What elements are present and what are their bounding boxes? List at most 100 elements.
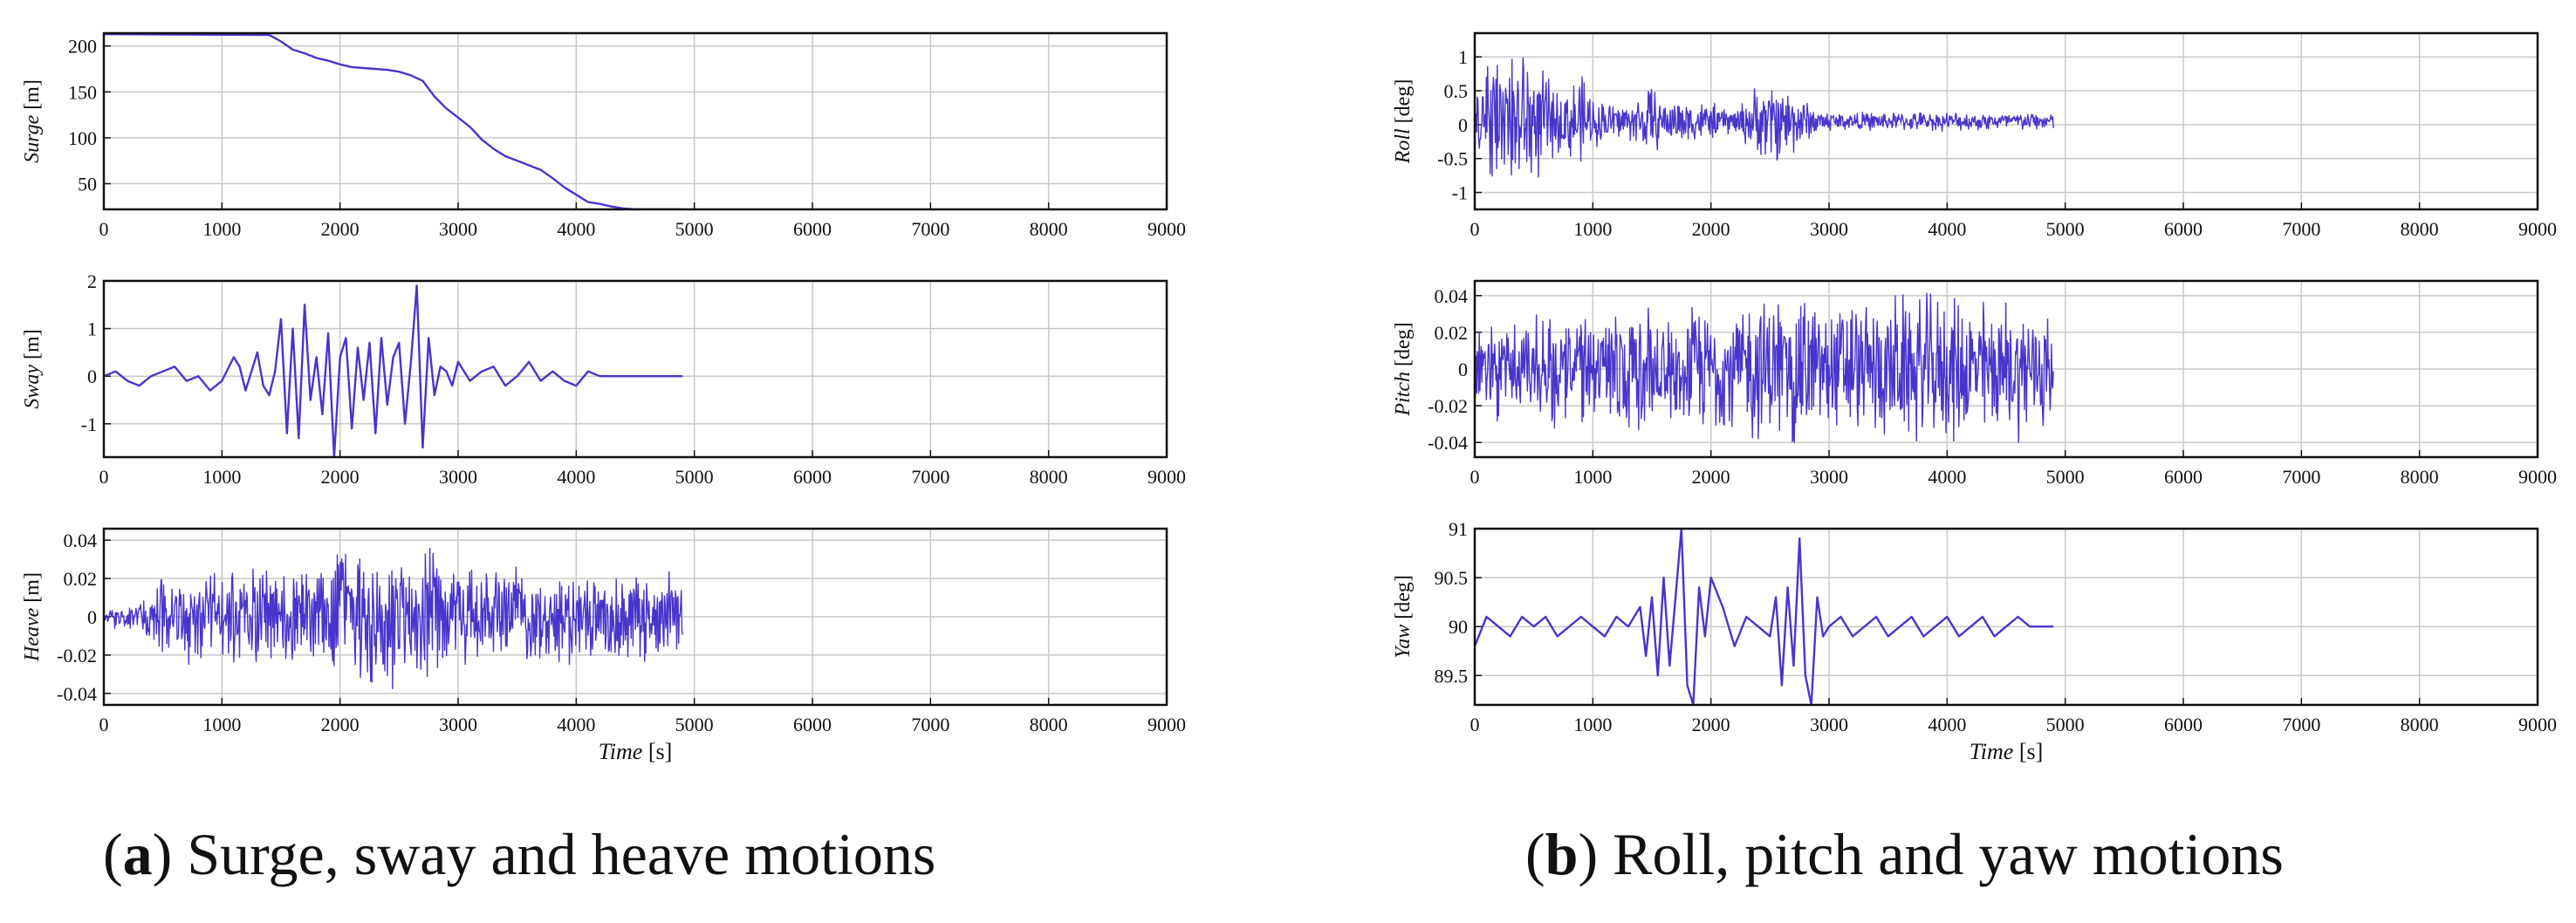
x-axis-label-unit: [s] <box>2019 739 2043 764</box>
x-tick-label: 4000 <box>1928 218 1966 240</box>
x-tick-label: 4000 <box>557 714 595 735</box>
x-tick-label: 0 <box>99 218 109 240</box>
x-tick-label: 8000 <box>1030 714 1068 735</box>
x-tick-label: 0 <box>1470 466 1480 488</box>
y-axis-label: Yaw [deg] <box>1392 575 1415 659</box>
chart-a3: 0 1000 2000 3000 4000 5000 6000 7000 8000 9000 -0.… <box>21 527 1186 764</box>
y-axis-label-name: Yaw <box>1392 619 1415 659</box>
x-tick-label: 4000 <box>1928 466 1966 488</box>
y-tick-label: -1 <box>81 414 97 435</box>
x-tick-label: 2000 <box>321 466 360 488</box>
x-tick-label: 8000 <box>2401 466 2439 488</box>
y-tick-label: 0.04 <box>1435 285 1469 307</box>
series-line <box>1475 529 2054 705</box>
series-line <box>104 548 683 689</box>
x-tick-label: 3000 <box>439 466 477 488</box>
x-tick-label: 4000 <box>557 218 595 240</box>
series-line <box>104 33 683 209</box>
x-axis-label-unit: [s] <box>648 739 672 764</box>
x-tick-label: 9000 <box>2518 218 2557 240</box>
caption-b-text: Roll, pitch and yaw motions <box>1598 821 2284 887</box>
x-tick-label: 1000 <box>1573 714 1612 735</box>
x-tick-label: 5000 <box>2046 466 2085 488</box>
x-tick-label: 6000 <box>793 466 832 488</box>
series-line <box>1475 292 2054 443</box>
x-tick-label: 5000 <box>675 714 714 735</box>
caption-a: (a) Surge, sway and heave motions <box>103 820 935 889</box>
y-axis-label: Pitch [deg] <box>1392 322 1415 416</box>
y-tick-label: 0 <box>87 606 97 628</box>
x-axis-label: Time [s] <box>1970 739 2044 764</box>
x-tick-label: 1000 <box>202 466 241 488</box>
y-tick-label: -0.02 <box>57 645 97 667</box>
caption-a-close: ) <box>152 821 173 887</box>
x-tick-label: 7000 <box>911 466 949 488</box>
x-tick-label: 6000 <box>793 218 832 240</box>
chart-b3: 0 1000 2000 3000 4000 5000 6000 7000 8000 9000 89.… <box>1392 518 2557 764</box>
y-tick-label: 1 <box>1458 46 1468 68</box>
y-tick-label: 0.5 <box>1444 80 1469 102</box>
x-tick-label: 0 <box>99 714 109 735</box>
x-tick-label: 4000 <box>1928 714 1966 735</box>
y-tick-label: -0.02 <box>1428 395 1468 417</box>
y-tick-label: 0.02 <box>64 568 98 590</box>
y-tick-label: 100 <box>68 127 97 149</box>
x-tick-label: 2000 <box>321 714 360 735</box>
caption-b-letter: b <box>1545 821 1579 887</box>
y-tick-label: -1 <box>1452 182 1468 204</box>
chart-b1: 0 1000 2000 3000 4000 5000 6000 7000 8000 9000 -1 -… <box>1392 31 2557 240</box>
y-axis-label: Heave [m] <box>21 572 44 662</box>
plot-frame <box>1473 31 2539 211</box>
y-axis-label-name: Surge <box>21 110 44 163</box>
y-axis-label-unit: [deg] <box>1392 575 1415 619</box>
caption-a-open: ( <box>103 821 123 887</box>
chart-a2: 0 1000 2000 3000 4000 5000 6000 7000 8000 9000 -1 0… <box>21 270 1186 488</box>
x-tick-label: 6000 <box>793 714 832 735</box>
x-tick-label: 9000 <box>1148 714 1186 735</box>
x-tick-label: 5000 <box>2046 714 2085 735</box>
y-tick-label: 90 <box>1449 616 1468 638</box>
x-tick-label: 9000 <box>2518 466 2557 488</box>
plot-frame <box>1473 527 2539 707</box>
y-tick-label: 0 <box>87 366 97 387</box>
x-tick-label: 9000 <box>1148 218 1186 240</box>
caption-a-letter: a <box>122 821 153 887</box>
y-tick-label: 150 <box>68 81 97 103</box>
series-line <box>104 284 683 457</box>
series-line <box>1475 57 2054 178</box>
x-tick-label: 5000 <box>2046 218 2085 240</box>
x-tick-label: 0 <box>1470 714 1480 735</box>
x-tick-label: 2000 <box>1692 218 1730 240</box>
x-tick-label: 6000 <box>2164 218 2203 240</box>
plot-frame <box>102 31 1168 211</box>
x-tick-label: 2000 <box>1692 714 1730 735</box>
y-tick-label: 1 <box>87 318 97 340</box>
y-tick-label: 0.02 <box>1435 322 1469 344</box>
y-axis-label-name: Heave <box>21 603 44 662</box>
x-tick-label: 7000 <box>2282 714 2320 735</box>
x-tick-label: 8000 <box>2401 218 2439 240</box>
x-tick-label: 9000 <box>2518 714 2557 735</box>
x-tick-label: 0 <box>1470 218 1480 240</box>
y-tick-label: -0.04 <box>1428 432 1468 454</box>
y-axis-label-unit: [m] <box>21 329 44 359</box>
y-axis-label: Sway [m] <box>21 329 44 408</box>
caption-b-open: ( <box>1525 821 1545 887</box>
y-tick-label: 91 <box>1449 518 1468 540</box>
x-tick-label: 7000 <box>911 714 949 735</box>
x-tick-label: 3000 <box>439 218 477 240</box>
y-axis-label: Roll [deg] <box>1392 79 1415 165</box>
x-tick-label: 7000 <box>911 218 949 240</box>
x-tick-label: 1000 <box>202 714 241 735</box>
y-tick-label: 200 <box>68 36 97 58</box>
x-tick-label: 8000 <box>2401 714 2439 735</box>
x-axis-label: Time [s] <box>599 739 673 764</box>
x-tick-label: 9000 <box>1148 466 1186 488</box>
y-axis-label-unit: [m] <box>21 572 44 603</box>
y-axis-label-unit: [deg] <box>1392 79 1415 124</box>
x-axis-label-name: Time <box>599 739 648 764</box>
plot-frame <box>102 279 1168 459</box>
y-axis-label: Surge [m] <box>21 79 44 163</box>
y-axis-label-name: Sway <box>21 359 44 409</box>
